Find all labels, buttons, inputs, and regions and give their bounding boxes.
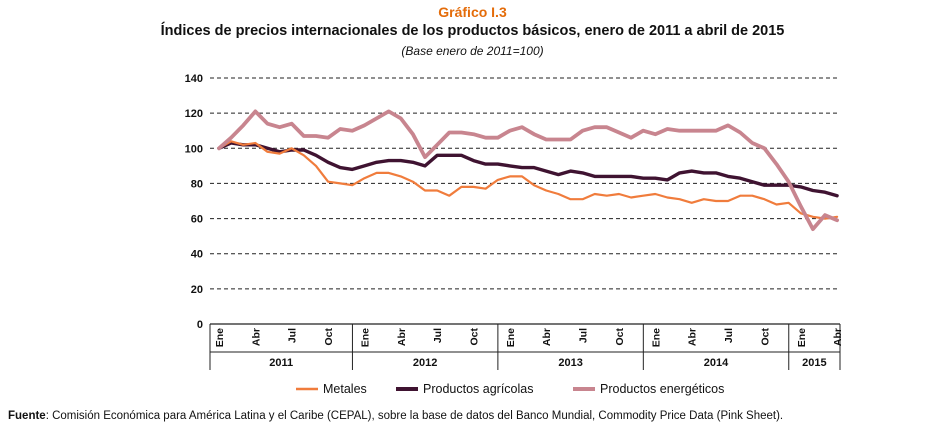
legend-label: Productos agrícolas: [423, 382, 533, 396]
month-tick-label: Abr: [396, 328, 408, 346]
y-tick-label: 140: [185, 73, 203, 85]
legend-label: Metales: [323, 382, 367, 396]
legend: Metales Productos agrícolas Productos ener…: [296, 382, 724, 396]
x-axis: Ene Abr Jul Oct Ene Abr Jul Oct Ene Abr Jul Oct Ene A…: [209, 323, 844, 370]
y-tick-label: 40: [191, 249, 203, 261]
month-tick-label: Ene: [650, 328, 662, 347]
year-label: 2012: [413, 357, 437, 369]
month-tick-label: Oct: [614, 328, 626, 346]
grid-lines: [210, 77, 840, 290]
series-lines: [217, 109, 839, 232]
year-label: 2014: [704, 357, 729, 369]
source-note: Fuente: Comisión Económica para América …: [8, 410, 783, 422]
legend-item: Metales: [296, 382, 367, 396]
year-label: 2011: [269, 357, 293, 369]
y-tick-label: 20: [191, 284, 203, 296]
y-axis: 0 20 40 60 80 100 120 140: [185, 73, 203, 331]
legend-label: Productos energéticos: [600, 382, 724, 396]
legend-item: Productos agrícolas: [396, 382, 533, 396]
year-label: 2013: [558, 357, 582, 369]
y-tick-label: 120: [185, 108, 203, 120]
month-tick-label: Ene: [796, 328, 808, 347]
month-tick-label: Ene: [214, 328, 226, 347]
month-tick-label: Oct: [469, 328, 481, 346]
y-tick-label: 80: [191, 178, 203, 190]
month-tick-label: Jul: [723, 328, 735, 343]
legend-item: Productos energéticos: [573, 382, 724, 396]
month-tick-label: Oct: [759, 328, 771, 346]
y-tick-label: 100: [185, 143, 203, 155]
month-tick-label: Oct: [323, 328, 335, 346]
month-tick-label: Abr: [687, 328, 699, 346]
month-tick-label: Ene: [359, 328, 371, 347]
y-tick-label: 60: [191, 214, 203, 226]
month-tick-label: Abr: [832, 328, 844, 346]
chart-subtitle: (Base enero de 2011=100): [401, 44, 544, 58]
series-line: [217, 141, 839, 198]
source-label: Fuente: [8, 410, 46, 422]
y-tick-label: 0: [197, 319, 203, 331]
source-text: : Comisión Económica para América Latina…: [45, 410, 784, 422]
series-line: [217, 109, 839, 232]
month-tick-label: Jul: [287, 328, 299, 343]
chart-label: Gráfico I.3: [438, 4, 507, 20]
line-chart: 0 20 40 60 80 100 120 140 Ene Abr Jul Oct Ene Abr Jul…: [185, 73, 844, 396]
month-tick-label: Jul: [578, 328, 590, 343]
series-line: [217, 140, 839, 220]
month-tick-label: Ene: [505, 328, 517, 347]
chart-title: Índices de precios internacionales de lo…: [160, 23, 785, 39]
month-tick-label: Abr: [250, 328, 262, 346]
month-tick-label: Jul: [432, 328, 444, 343]
year-label: 2015: [802, 357, 826, 369]
month-tick-label: Abr: [541, 328, 553, 346]
